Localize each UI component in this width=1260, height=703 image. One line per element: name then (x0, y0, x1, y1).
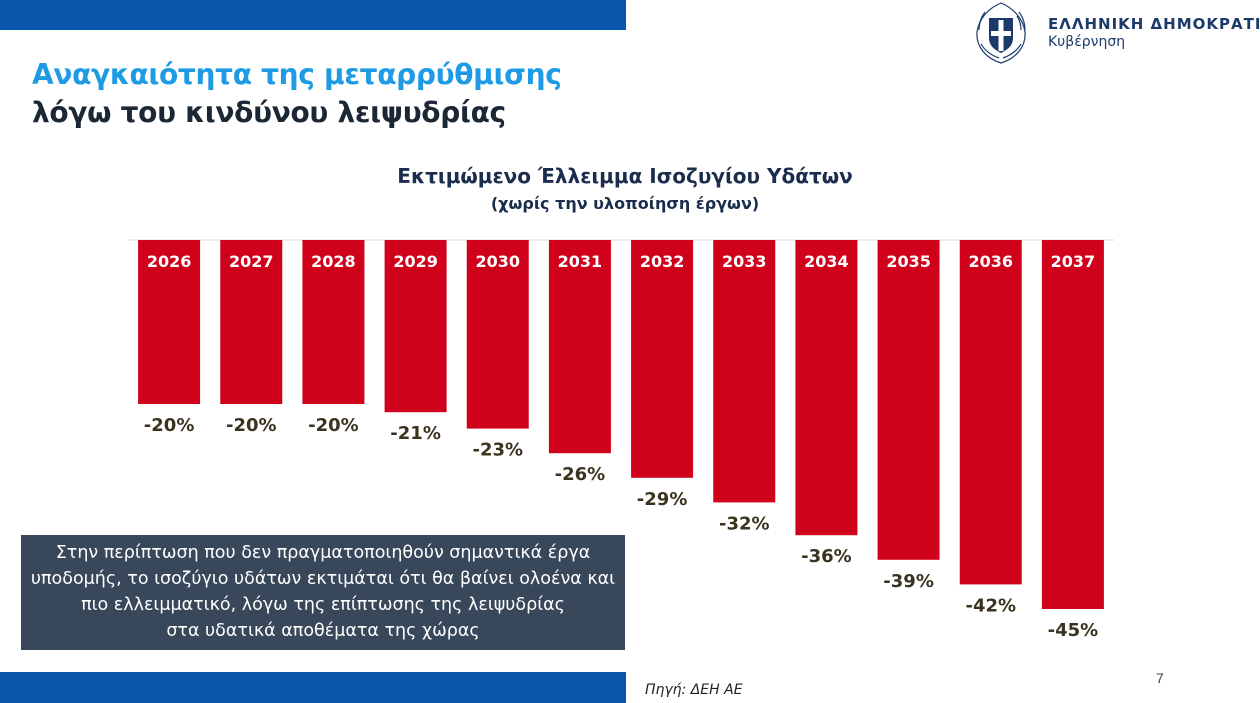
category-label: 2027 (229, 252, 274, 271)
category-label: 2035 (886, 252, 931, 271)
bar-2026 (138, 240, 201, 404)
category-label: 2037 (1051, 252, 1096, 271)
bar-2030 (466, 240, 529, 429)
bar-2033 (713, 240, 776, 503)
bottom-accent-bar (0, 672, 626, 703)
data-label: -42% (965, 595, 1016, 616)
data-label: -20% (308, 415, 359, 436)
bar-2027 (220, 240, 283, 404)
category-label: 2026 (147, 252, 192, 271)
slide-title-line2: λόγω του κινδύνου λειψυδρίας (32, 96, 506, 129)
government-name: ΕΛΛΗΝΙΚΗ ΔΗΜΟΚΡΑΤΙΑ (1048, 15, 1260, 33)
category-label: 2030 (475, 252, 520, 271)
data-label: -20% (144, 415, 195, 436)
bar-2031 (548, 240, 611, 454)
bar-2035 (877, 240, 940, 560)
category-label: 2032 (640, 252, 685, 271)
note-line: Στην περίπτωση που δεν πραγματοποιηθούν … (55, 543, 591, 563)
data-label: -45% (1048, 620, 1099, 641)
note-line: πιο ελλειμματικό, λόγω της επίπτωσης της… (81, 595, 565, 615)
note-line: υποδομής, το ισοζύγιο υδάτων εκτιμάται ό… (30, 569, 616, 589)
data-label: -36% (801, 546, 852, 567)
data-label: -29% (637, 489, 688, 510)
slide-title-line1: Αναγκαιότητα της μεταρρύθμισης (32, 58, 562, 91)
category-label: 2028 (311, 252, 356, 271)
data-label: -26% (555, 464, 606, 485)
bar-2029 (384, 240, 447, 413)
bar-2028 (302, 240, 365, 404)
note-box: Στην περίπτωση που δεν πραγματοποιηθούν … (21, 535, 625, 650)
bar-2036 (959, 240, 1022, 585)
greek-coat-of-arms-icon (976, 2, 1026, 64)
data-label: -39% (883, 571, 934, 592)
bar-2032 (631, 240, 694, 478)
category-label: 2033 (722, 252, 767, 271)
page-number: 7 (1156, 670, 1164, 686)
government-subtitle: Κυβέρνηση (1048, 34, 1126, 50)
data-label: -21% (390, 423, 441, 444)
data-label: -32% (719, 513, 770, 534)
category-label: 2036 (968, 252, 1013, 271)
data-label: -20% (226, 415, 277, 436)
category-label: 2029 (393, 252, 438, 271)
data-label: -23% (472, 440, 523, 461)
bar-2037 (1041, 240, 1104, 609)
note-line: στα υδατικά αποθέματα της χώρας (166, 621, 480, 641)
top-accent-bar (0, 0, 626, 30)
chart-title: Εκτιμώμενο Έλλειμμα Ισοζυγίου Υδάτων (397, 164, 853, 188)
source-note: Πηγή: ΔΕΗ ΑΕ (645, 682, 743, 698)
category-label: 2031 (558, 252, 603, 271)
category-label: 2034 (804, 252, 849, 271)
bar-2034 (795, 240, 858, 536)
chart-subtitle: (χωρίς την υλοποίηση έργων) (490, 194, 760, 213)
